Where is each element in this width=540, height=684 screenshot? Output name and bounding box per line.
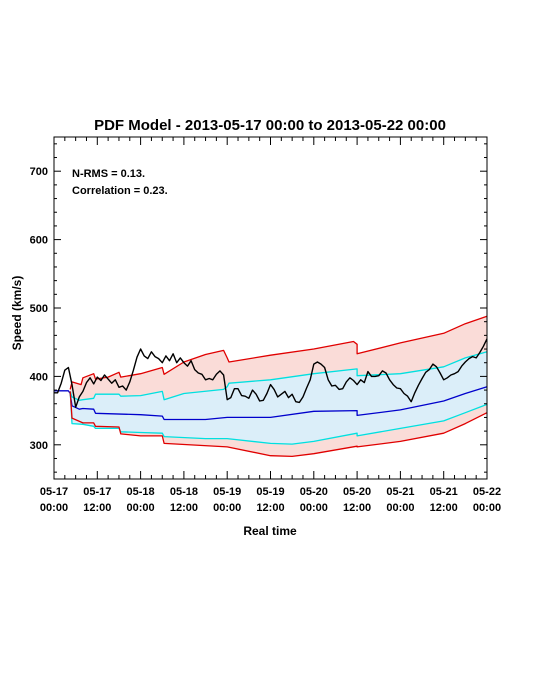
median-blue-line <box>54 386 488 421</box>
x-tick-date: 05-22 <box>473 486 501 498</box>
x-tick-date: 05-18 <box>127 486 155 498</box>
x-tick-time: 00:00 <box>213 502 241 514</box>
y-tick-label: 700 <box>30 166 48 178</box>
x-tick-time: 00:00 <box>40 502 68 514</box>
series-lines <box>54 315 488 458</box>
nrms-annotation: N-RMS = 0.13. <box>72 168 145 180</box>
chart-title: PDF Model - 2013-05-17 00:00 to 2013-05-… <box>94 117 446 134</box>
lower-red-line <box>69 391 488 458</box>
y-tick-label: 300 <box>30 440 48 452</box>
x-tick-time: 12:00 <box>430 502 458 514</box>
x-tick-time: 00:00 <box>300 502 328 514</box>
x-tick-time: 12:00 <box>343 502 371 514</box>
x-tick-time: 12:00 <box>256 502 284 514</box>
y-tick-label: 500 <box>30 303 48 315</box>
x-tick-time: 00:00 <box>386 502 414 514</box>
x-tick-date: 05-20 <box>300 486 328 498</box>
x-tick-date: 05-19 <box>213 486 241 498</box>
lower-cyan-line <box>69 391 488 445</box>
x-axis-label: Real time <box>243 524 297 538</box>
y-tick-label: 400 <box>30 371 48 383</box>
x-tick-date: 05-20 <box>343 486 371 498</box>
x-tick-date: 05-19 <box>256 486 284 498</box>
x-tick-time: 12:00 <box>170 502 198 514</box>
observed-black-line <box>54 338 488 408</box>
y-axis-label: Speed (km/s) <box>10 276 24 351</box>
x-tick-date: 05-21 <box>430 486 458 498</box>
y-axis-ticks: 300 400 500 600 700 <box>30 143 487 473</box>
x-tick-date: 05-21 <box>386 486 414 498</box>
x-tick-time: 12:00 <box>83 502 111 514</box>
x-tick-time: 00:00 <box>473 502 501 514</box>
x-tick-date: 05-18 <box>170 486 198 498</box>
x-tick-date: 05-17 <box>83 486 111 498</box>
x-tick-date: 05-17 <box>40 486 68 498</box>
x-axis-ticks: 05-17 00:00 05-17 12:00 05-18 00:00 05-18 12:00… <box>40 137 501 514</box>
correlation-annotation: Correlation = 0.23. <box>72 185 168 197</box>
upper-cyan-line <box>69 351 488 401</box>
y-tick-label: 600 <box>30 235 48 247</box>
x-tick-time: 00:00 <box>127 502 155 514</box>
upper-red-line <box>69 315 488 390</box>
